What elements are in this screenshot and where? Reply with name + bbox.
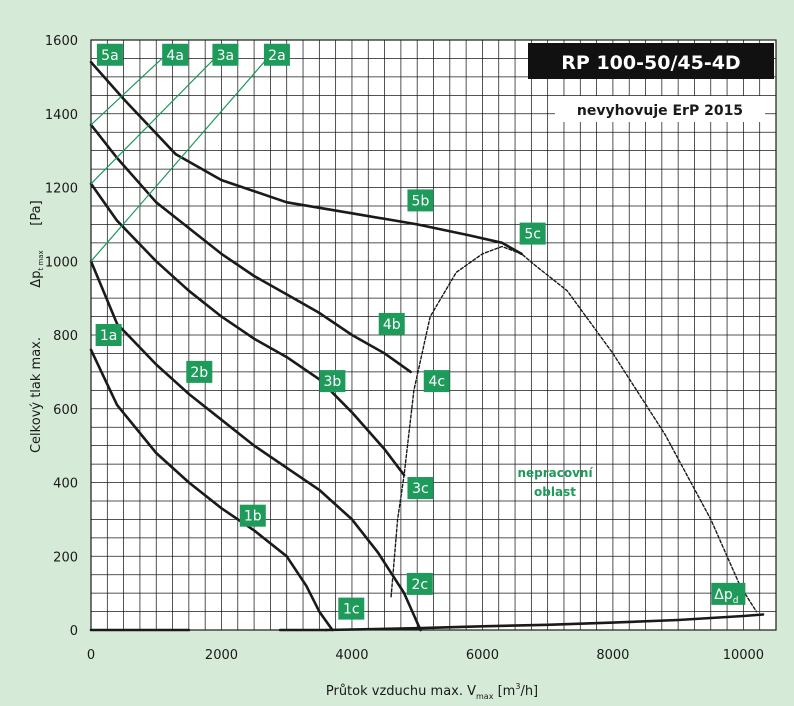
series-line-1b	[89, 348, 334, 632]
y-axis-label: Celkový tlak max.	[29, 337, 44, 453]
y-tick-label: 1400	[45, 108, 78, 123]
curve-label-box-1b	[239, 504, 266, 527]
chart-subtitle: nevyhovuje ErP 2015	[577, 103, 743, 119]
y-tick-label: 800	[53, 329, 78, 344]
curve-label-1b: 1b	[244, 509, 262, 525]
curve-label-3c: 3c	[412, 481, 429, 497]
x-axis-unit-post: /h]	[520, 684, 538, 699]
chart-title: RP 100-50/45-4D	[561, 52, 740, 74]
x-axis-unit-sup: 3	[515, 682, 520, 691]
curve-labels: 5a 4a 3a 2a 1a 2b 3b 4b 5b 5c 4c 3c 2c 1c 1b Δpd	[95, 43, 746, 620]
x-axis-label: Průtok vzduchu max. Vmax [m3/h]	[326, 682, 538, 701]
plot-frame	[90, 39, 777, 631]
y-tick-label: 1000	[45, 255, 78, 270]
curve-label-5b: 5b	[412, 193, 430, 209]
y-axis-symbol: Δpt max	[29, 250, 45, 287]
x-tick-label: 6000	[466, 648, 499, 663]
curve-label-box-dpd	[711, 582, 746, 605]
series-line-4b	[89, 123, 412, 374]
curve-label-box-4c	[423, 370, 450, 393]
curve-label-2b: 2b	[190, 365, 208, 381]
curve-label-box-1a	[95, 324, 122, 346]
x-tick-label: 2000	[205, 648, 238, 663]
y-tick-label: 200	[53, 550, 78, 565]
curve-label-box-3a	[212, 43, 239, 66]
curve-label-2a: 2a	[268, 48, 286, 64]
y-tick-label: 0	[70, 624, 78, 639]
y-tick-label: 400	[53, 477, 78, 492]
y-tick-label: 1600	[45, 34, 78, 49]
series-line-limit	[390, 245, 758, 613]
curve-label-4b: 4b	[383, 317, 401, 333]
series-line-Δpd	[324, 613, 765, 632]
x-axis-label-sub: max	[476, 692, 494, 701]
series-line-2b	[89, 260, 422, 632]
x-tick-label: 8000	[596, 648, 629, 663]
x-tick-label: 4000	[335, 648, 368, 663]
series-line-5b	[89, 60, 523, 256]
title-box	[528, 43, 774, 79]
series-line-3a	[90, 54, 219, 185]
x-axis-label-text: Průtok vzduchu max. V	[326, 684, 476, 699]
series-line-2a	[90, 54, 271, 262]
data-series	[89, 54, 765, 632]
curve-label-box-4a	[162, 43, 189, 66]
curve-label-box-5a	[96, 43, 123, 66]
curve-label-3a: 3a	[217, 48, 235, 64]
curve-label-1a: 1a	[100, 328, 118, 344]
curve-label-1c: 1c	[343, 602, 360, 618]
curve-label-box-2c	[406, 572, 433, 595]
x-axis-unit-pre: [m	[498, 684, 516, 699]
curve-label-2c: 2c	[411, 577, 428, 593]
curve-label-4c: 4c	[428, 374, 445, 390]
curve-label-3b: 3b	[323, 374, 341, 390]
curve-label-box-1c	[338, 597, 365, 620]
curve-label-4a: 4a	[166, 48, 184, 64]
y-tick-label: 600	[53, 403, 78, 418]
y-axis-symbol-sub: t max	[37, 250, 45, 270]
curve-label-5a: 5a	[101, 48, 119, 64]
axis-ticks: 0 2000 4000 6000 8000 10000 0 200 400 600 800 1000 1…	[45, 34, 764, 663]
series-line-3b	[89, 182, 406, 477]
series-line-4a	[90, 54, 167, 126]
curve-label-box-3c	[407, 477, 434, 500]
curve-label-5c: 5c	[524, 227, 541, 243]
region-label-line1: nepracovní	[517, 466, 593, 480]
y-tick-label: 1200	[45, 182, 78, 197]
curve-label-box-2b	[186, 360, 213, 383]
curve-label-dpd: Δpd	[714, 587, 738, 606]
curve-label-box-5c	[519, 222, 546, 245]
x-tick-label: 10000	[723, 648, 764, 663]
curve-label-box-2a	[263, 43, 290, 66]
curve-label-box-5b	[407, 189, 434, 212]
y-axis-unit: [Pa]	[29, 200, 44, 225]
x-tick-label: 0	[87, 648, 95, 663]
curve-label-box-4b	[378, 312, 405, 335]
y-axis-symbol-text: Δp	[29, 271, 44, 288]
subtitle-box	[555, 96, 765, 122]
curve-label-box-3b	[319, 370, 346, 393]
region-label-line2: oblast	[534, 485, 576, 499]
